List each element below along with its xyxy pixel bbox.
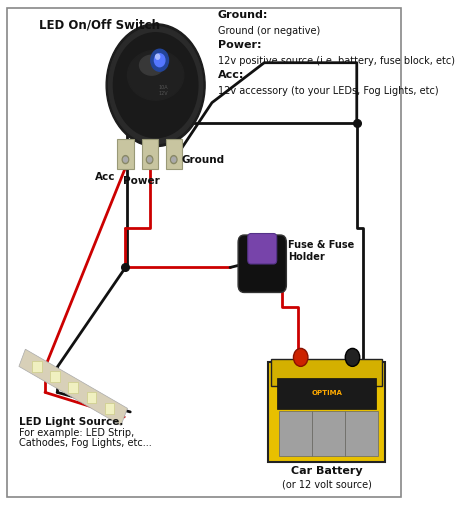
- FancyBboxPatch shape: [238, 235, 286, 292]
- Text: For example: LED Strip,: For example: LED Strip,: [19, 428, 134, 438]
- FancyBboxPatch shape: [272, 359, 382, 386]
- FancyBboxPatch shape: [345, 411, 378, 457]
- FancyBboxPatch shape: [166, 139, 182, 169]
- FancyBboxPatch shape: [279, 411, 312, 457]
- Circle shape: [122, 156, 128, 164]
- Text: Cathodes, Fog Lights, etc...: Cathodes, Fog Lights, etc...: [19, 438, 152, 448]
- FancyBboxPatch shape: [68, 382, 78, 393]
- FancyBboxPatch shape: [87, 392, 96, 403]
- FancyBboxPatch shape: [248, 233, 277, 264]
- Circle shape: [146, 156, 153, 164]
- Circle shape: [147, 157, 152, 162]
- Text: LED On/Off Switch: LED On/Off Switch: [39, 19, 160, 32]
- FancyBboxPatch shape: [312, 411, 345, 457]
- FancyBboxPatch shape: [32, 361, 42, 372]
- Text: Acc: Acc: [95, 172, 116, 182]
- FancyBboxPatch shape: [277, 378, 376, 409]
- Circle shape: [345, 348, 360, 366]
- Polygon shape: [19, 349, 128, 426]
- Text: Fuse & Fuse: Fuse & Fuse: [288, 239, 355, 249]
- Circle shape: [155, 54, 160, 59]
- Circle shape: [172, 157, 176, 162]
- Text: Acc:: Acc:: [218, 70, 245, 80]
- Circle shape: [113, 33, 198, 138]
- Text: Power: Power: [123, 176, 160, 185]
- Text: Ground:: Ground:: [218, 10, 268, 20]
- Text: Car Battery: Car Battery: [291, 466, 363, 476]
- FancyBboxPatch shape: [268, 363, 385, 462]
- Text: LED Light Source.: LED Light Source.: [19, 417, 123, 427]
- Text: Power:: Power:: [218, 40, 262, 49]
- Circle shape: [155, 54, 165, 67]
- Ellipse shape: [128, 50, 184, 100]
- Text: Ground (or negative): Ground (or negative): [218, 26, 320, 36]
- Text: 12v accessory (to your LEDs, Fog Lights, etc): 12v accessory (to your LEDs, Fog Lights,…: [218, 86, 438, 96]
- FancyBboxPatch shape: [118, 139, 134, 169]
- Circle shape: [293, 348, 308, 366]
- Text: Ground: Ground: [182, 155, 225, 165]
- Ellipse shape: [139, 55, 164, 75]
- Text: Holder: Holder: [288, 252, 325, 262]
- Circle shape: [171, 156, 177, 164]
- Text: 12v positive source (i.e. battery, fuse block, etc): 12v positive source (i.e. battery, fuse …: [218, 56, 455, 66]
- Text: 10A
12V: 10A 12V: [159, 85, 168, 95]
- Circle shape: [109, 27, 203, 143]
- Text: OPTIMA: OPTIMA: [311, 390, 342, 396]
- Circle shape: [106, 24, 205, 146]
- FancyBboxPatch shape: [142, 139, 158, 169]
- Text: (or 12 volt source): (or 12 volt source): [282, 479, 372, 489]
- FancyBboxPatch shape: [50, 371, 60, 382]
- Circle shape: [151, 49, 169, 71]
- Circle shape: [123, 157, 128, 162]
- FancyBboxPatch shape: [105, 403, 114, 414]
